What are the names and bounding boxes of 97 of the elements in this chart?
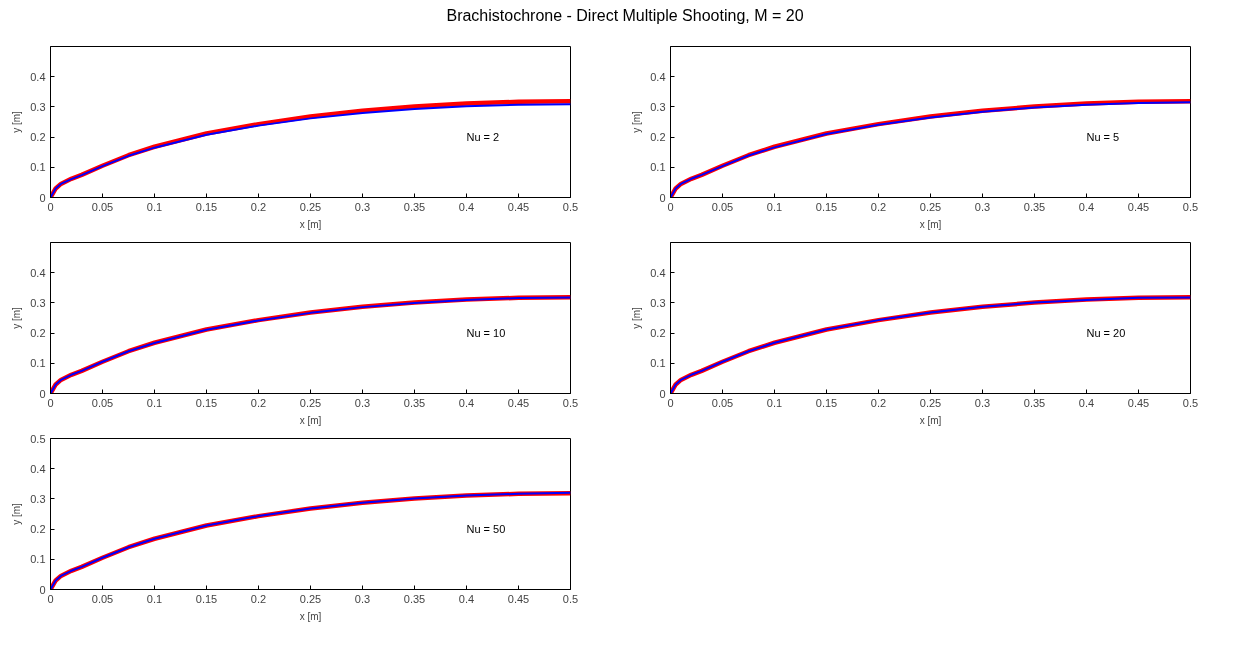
- annotation: Nu = 10: [466, 327, 506, 340]
- x-tick-label: 0: [47, 592, 54, 605]
- x-tick-label: 0.1: [146, 200, 163, 213]
- x-axis-title: x [m]: [299, 414, 322, 426]
- x-tick-label: 0.2: [250, 200, 267, 213]
- y-axis-title: y [m]: [11, 110, 23, 133]
- x-tick-label: 0.05: [711, 200, 734, 213]
- x-tick-label: 0.35: [1023, 396, 1046, 409]
- x-tick-label: 0.3: [354, 396, 371, 409]
- y-tick-label: 0.2: [30, 523, 46, 536]
- x-tick-label: 0.05: [91, 592, 114, 605]
- x-tick-label: 0: [667, 396, 674, 409]
- x-tick-label: 0.1: [766, 396, 783, 409]
- x-tick-label: 0: [47, 200, 54, 213]
- x-tick-label: 0.45: [507, 396, 530, 409]
- x-tick-label: 0.5: [562, 592, 579, 605]
- x-tick-label: 0.45: [507, 200, 530, 213]
- x-tick-label: 0.5: [1182, 396, 1199, 409]
- y-tick-label: 0.2: [30, 327, 46, 340]
- x-tick-label: 0.15: [195, 592, 218, 605]
- x-tick-label: 0.5: [1182, 200, 1199, 213]
- x-axis-title: x [m]: [919, 218, 942, 230]
- x-tick-label: 0.45: [507, 592, 530, 605]
- x-tick-label: 0.15: [815, 396, 838, 409]
- x-tick-label: 0.25: [299, 200, 322, 213]
- y-tick-label: 0.4: [650, 70, 666, 83]
- x-tick-label: 0.25: [299, 592, 322, 605]
- x-tick-label: 0.35: [1023, 200, 1046, 213]
- y-tick-label: 0: [39, 583, 46, 596]
- y-tick-label: 0.1: [650, 357, 666, 370]
- y-tick-label: 0.3: [30, 492, 46, 505]
- x-axis-title: x [m]: [919, 414, 942, 426]
- y-tick-label: 0.5: [30, 432, 46, 445]
- x-tick-label: 0.4: [1078, 396, 1095, 409]
- y-tick-label: 0.1: [650, 161, 666, 174]
- annotation: Nu = 20: [1086, 327, 1126, 340]
- x-tick-label: 0.35: [403, 200, 426, 213]
- x-tick-label: 0.3: [354, 592, 371, 605]
- y-tick-label: 0.1: [30, 161, 46, 174]
- y-tick-label: 0.4: [30, 462, 46, 475]
- y-tick-label: 0.2: [650, 131, 666, 144]
- annotation: Nu = 50: [466, 523, 506, 536]
- x-tick-label: 0.4: [1078, 200, 1095, 213]
- x-tick-label: 0.35: [403, 592, 426, 605]
- x-tick-label: 0.15: [815, 200, 838, 213]
- x-tick-label: 0.1: [766, 200, 783, 213]
- y-tick-label: 0.3: [30, 296, 46, 309]
- annotation: Nu = 5: [1086, 131, 1120, 144]
- y-tick-label: 0: [659, 387, 666, 400]
- x-tick-label: 0.5: [562, 200, 579, 213]
- x-tick-label: 0.3: [974, 200, 991, 213]
- x-axis-title: x [m]: [299, 218, 322, 230]
- y-tick-label: 0.4: [650, 266, 666, 279]
- x-tick-label: 0.2: [250, 396, 267, 409]
- annotation: Nu = 2: [466, 131, 500, 144]
- y-tick-label: 0.3: [650, 296, 666, 309]
- y-tick-label: 0.4: [30, 70, 46, 83]
- y-axis-title: y [m]: [631, 110, 643, 133]
- x-tick-label: 0.05: [91, 396, 114, 409]
- y-tick-label: 0: [39, 387, 46, 400]
- y-axis-title: y [m]: [11, 306, 23, 329]
- x-tick-label: 0.25: [919, 396, 942, 409]
- x-tick-label: 0.5: [562, 396, 579, 409]
- x-tick-label: 0.4: [458, 200, 475, 213]
- x-tick-label: 0: [47, 396, 54, 409]
- y-tick-label: 0.2: [650, 327, 666, 340]
- x-tick-label: 0.2: [250, 592, 267, 605]
- x-tick-label: 0.3: [354, 200, 371, 213]
- x-tick-label: 0.1: [146, 396, 163, 409]
- x-tick-label: 0.4: [458, 396, 475, 409]
- x-axis-title: x [m]: [299, 610, 322, 622]
- y-tick-label: 0.1: [30, 553, 46, 566]
- y-tick-label: 0.3: [30, 100, 46, 113]
- text: Brachistochrone - Direct Multiple Shooting, M = 20: [446, 6, 804, 26]
- x-tick-label: 0.4: [458, 592, 475, 605]
- x-tick-label: 0.15: [195, 200, 218, 213]
- y-tick-label: 0.2: [30, 131, 46, 144]
- x-tick-label: 0.05: [91, 200, 114, 213]
- y-tick-label: 0: [39, 191, 46, 204]
- x-tick-label: 0.25: [919, 200, 942, 213]
- x-tick-label: 0.15: [195, 396, 218, 409]
- y-tick-label: 0.4: [30, 266, 46, 279]
- y-tick-label: 0.3: [650, 100, 666, 113]
- y-tick-label: 0: [659, 191, 666, 204]
- x-tick-label: 0.05: [711, 396, 734, 409]
- x-tick-label: 0.1: [146, 592, 163, 605]
- y-axis-title: y [m]: [11, 502, 23, 525]
- x-tick-label: 0.3: [974, 396, 991, 409]
- x-tick-label: 0.35: [403, 396, 426, 409]
- x-tick-label: 0: [667, 200, 674, 213]
- x-tick-label: 0.25: [299, 396, 322, 409]
- x-tick-label: 0.45: [1127, 200, 1150, 213]
- x-tick-label: 0.45: [1127, 396, 1150, 409]
- x-tick-label: 0.2: [870, 396, 887, 409]
- y-axis-title: y [m]: [631, 306, 643, 329]
- x-tick-label: 0.2: [870, 200, 887, 213]
- y-tick-label: 0.1: [30, 357, 46, 370]
